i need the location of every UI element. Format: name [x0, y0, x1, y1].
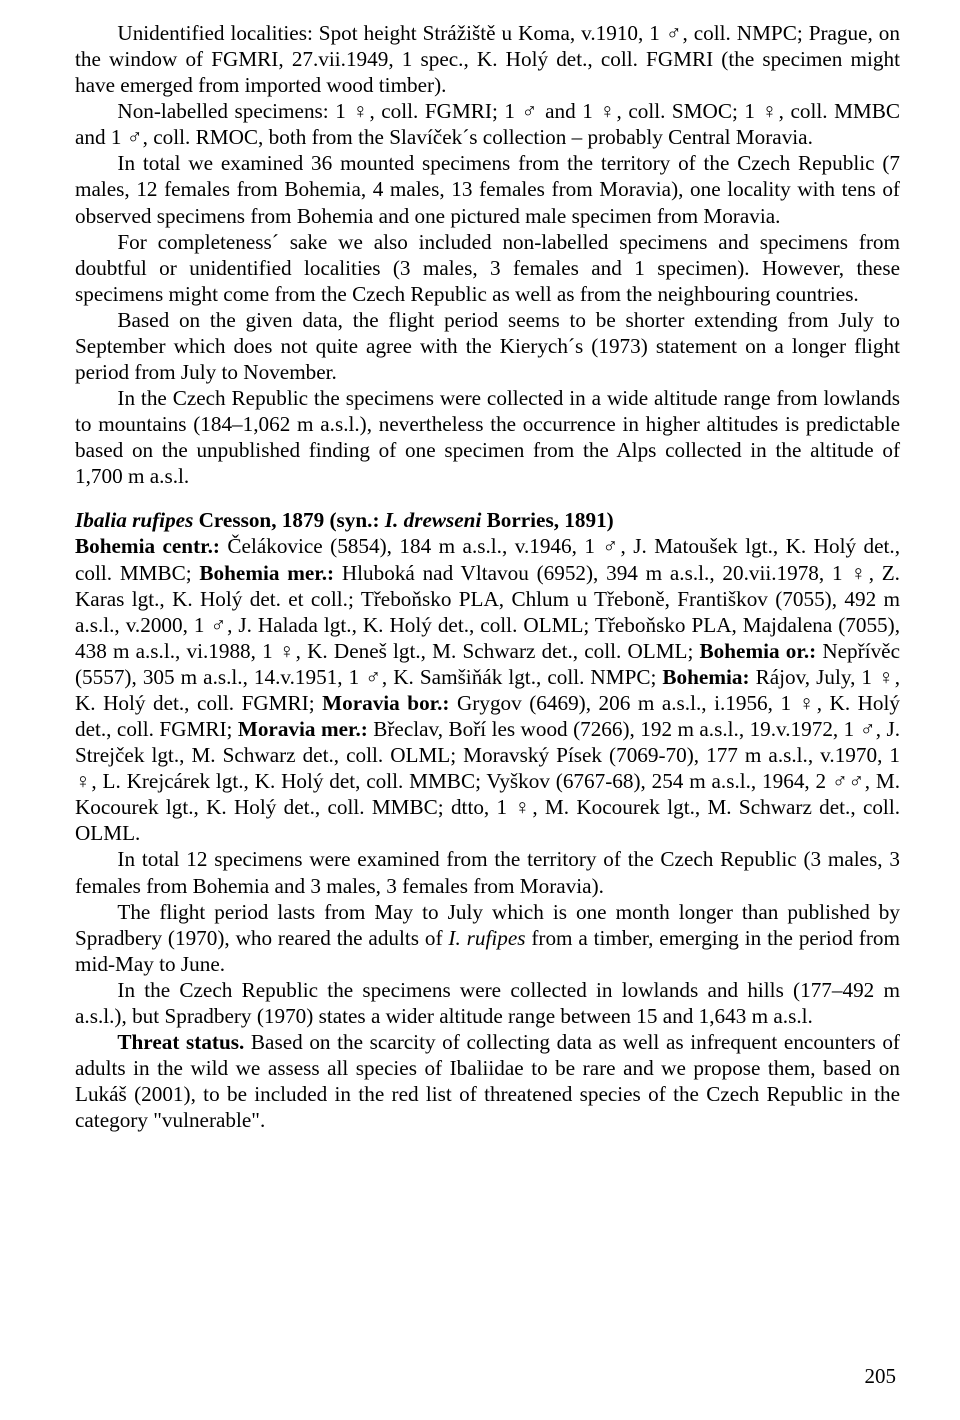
locality-records: Bohemia centr.: Čelákovice (5854), 184 m… — [75, 533, 900, 846]
text: , coll. FGMRI; 1 — [369, 99, 521, 123]
paragraph-altitude-2: In the Czech Republic the specimens were… — [75, 977, 900, 1029]
bohemia-label: Bohemia: — [662, 665, 749, 689]
page-container: Unidentified localities: Spot height Str… — [0, 0, 960, 1420]
text: Grygov (6469), 206 m a.s.l., i.1956, 1 — [449, 691, 798, 715]
female-icon: ♀ — [878, 665, 895, 689]
paragraph-unidentified-localities: Unidentified localities: Spot height Str… — [75, 20, 900, 98]
text: Unidentified localities: Spot height Str… — [117, 21, 665, 45]
species-author: Cresson, 1879 (syn.: — [193, 508, 384, 532]
paragraph-threat-status: Threat status. Based on the scarcity of … — [75, 1029, 900, 1133]
female-icon: ♀ — [762, 99, 779, 123]
male-icon: ♂ — [211, 613, 228, 637]
text: In the Czech Republic the specimens were… — [75, 386, 900, 488]
female-icon: ♀ — [279, 639, 296, 663]
text: , L. Krejcárek lgt., K. Holý det, coll. … — [91, 769, 832, 793]
paragraph-total-examined: In total we examined 36 mounted specimen… — [75, 150, 900, 228]
paragraph-total-12: In total 12 specimens were examined from… — [75, 846, 900, 898]
text: In the Czech Republic the specimens were… — [75, 978, 900, 1028]
text: Břeclav, Boří les wood (7266), 192 m a.s… — [368, 717, 860, 741]
species-name: Ibalia rufipes — [75, 508, 193, 532]
male-male-icon: ♂♂ — [832, 769, 865, 793]
female-icon: ♀ — [850, 561, 868, 585]
text: Hluboká nad Vltavou (6952), 394 m a.s.l.… — [334, 561, 850, 585]
female-icon: ♀ — [75, 769, 91, 793]
male-icon: ♂ — [602, 534, 620, 558]
text: Based on the given data, the flight peri… — [75, 308, 900, 384]
species-inline: I. rufipes — [448, 926, 525, 950]
species-tail: Borries, 1891) — [481, 508, 613, 532]
text: For completeness´ sake we also included … — [75, 230, 900, 306]
text: In total we examined 36 mounted specimen… — [75, 151, 900, 227]
paragraph-completeness: For completeness´ sake we also included … — [75, 229, 900, 307]
female-icon: ♀ — [514, 795, 532, 819]
paragraph-altitude-range: In the Czech Republic the specimens were… — [75, 385, 900, 489]
text: Rájov, July, 1 — [750, 665, 879, 689]
text: , coll. SMOC; 1 — [617, 99, 762, 123]
male-icon: ♂ — [522, 99, 539, 123]
female-icon: ♀ — [799, 691, 817, 715]
female-icon: ♀ — [599, 99, 616, 123]
text: , K. Deneš lgt., M. Schwarz det., coll. … — [296, 639, 700, 663]
bohemia-or-label: Bohemia or.: — [700, 639, 817, 663]
page-number: 205 — [865, 1364, 897, 1390]
male-icon: ♂ — [365, 665, 382, 689]
male-icon: ♂ — [127, 125, 143, 149]
male-icon: ♂ — [666, 21, 683, 45]
moravia-bor-label: Moravia bor.: — [322, 691, 449, 715]
paragraph-flight-period-2: The flight period lasts from May to July… — [75, 899, 900, 977]
male-icon: ♂ — [860, 717, 876, 741]
text: Čelákovice (5854), 184 m a.s.l., v.1946,… — [220, 534, 602, 558]
text: In total 12 specimens were examined from… — [75, 847, 900, 897]
bohemia-mer-label: Bohemia mer.: — [199, 561, 334, 585]
paragraph-nonlabelled: Non-labelled specimens: 1 ♀, coll. FGMRI… — [75, 98, 900, 150]
text: and 1 — [539, 99, 600, 123]
text: , K. Samšiňák lgt., coll. NMPC; — [382, 665, 663, 689]
species-synonym: I. drewseni — [385, 508, 482, 532]
paragraph-flight-period: Based on the given data, the flight peri… — [75, 307, 900, 385]
threat-status-label: Threat status. — [117, 1030, 244, 1054]
species-heading: Ibalia rufipes Cresson, 1879 (syn.: I. d… — [75, 507, 900, 533]
bohemia-centr-label: Bohemia centr.: — [75, 534, 220, 558]
text: , coll. RMOC, both from the Slavíček´s c… — [143, 125, 813, 149]
moravia-mer-label: Moravia mer.: — [238, 717, 368, 741]
text: Non-labelled specimens: 1 — [117, 99, 352, 123]
female-icon: ♀ — [352, 99, 369, 123]
